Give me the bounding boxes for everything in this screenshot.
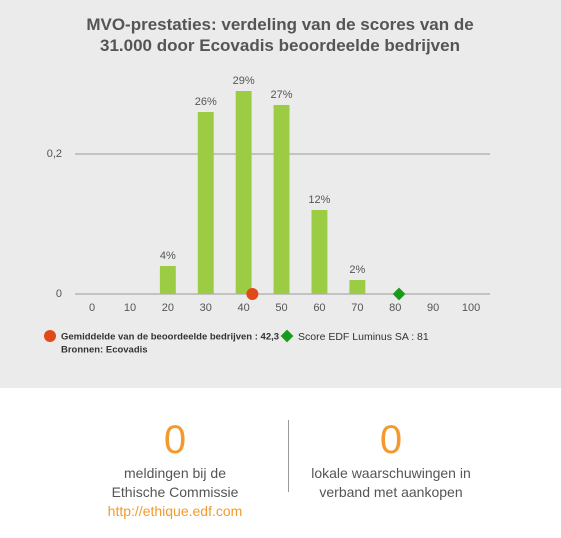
- x-tick-label: 50: [275, 302, 287, 314]
- value-label: 4%: [160, 250, 176, 262]
- stat-label: lokale waarschuwingen in verband met aan…: [311, 465, 471, 500]
- stat-value: 0: [379, 418, 403, 462]
- value-label: 27%: [271, 89, 293, 101]
- value-label: 2%: [349, 264, 365, 276]
- stat-link[interactable]: http://ethique.edf.com: [107, 503, 243, 519]
- bar: [273, 105, 290, 294]
- bar: [197, 112, 214, 294]
- x-tick-label: 20: [162, 302, 174, 314]
- marker: [392, 287, 406, 301]
- chart-title: MVO-prestaties: verdeling van de scores …: [86, 15, 474, 55]
- bar: [235, 91, 252, 294]
- bar: [159, 266, 176, 294]
- bar: [349, 280, 366, 294]
- x-tick-label: 0: [89, 302, 95, 314]
- value-label: 29%: [233, 75, 255, 87]
- x-tick-label: 10: [124, 302, 136, 314]
- legend-marker: [280, 329, 294, 343]
- marker: [246, 288, 259, 300]
- stat: 0 meldingen bij de Ethische Commissie ht…: [60, 418, 290, 521]
- x-tick-label: 30: [200, 302, 212, 314]
- chart: 0 0,2 0 10 20 30 40 50 60 70 80 90 100 4% 26% 29% 27% 12%…: [44, 75, 490, 356]
- x-tick-label: 40: [238, 302, 250, 314]
- stat-value: 0: [163, 418, 187, 462]
- x-tick-label: 90: [427, 302, 439, 314]
- bar: [311, 210, 328, 294]
- x-tick-label: 60: [313, 302, 325, 314]
- divider: [288, 420, 289, 492]
- value-label: 12%: [308, 194, 330, 206]
- source: Bronnen: Ecovadis: [61, 345, 148, 356]
- x-tick-label: 100: [462, 302, 480, 314]
- y-tick-label: 0,2: [47, 148, 62, 160]
- x-tick-label: 70: [351, 302, 363, 314]
- stat: 0 lokale waarschuwingen in verband met a…: [276, 418, 506, 502]
- legend-label: Gemiddelde van de beoordeelde bedrijven …: [61, 332, 279, 343]
- y-tick-label: 0: [56, 288, 62, 300]
- stat-label: meldingen bij de Ethische Commissie: [111, 465, 239, 500]
- value-label: 26%: [195, 96, 217, 108]
- x-tick-label: 80: [389, 302, 401, 314]
- legend-label: Score EDF Luminus SA : 81: [298, 331, 429, 343]
- legend-marker: [44, 330, 56, 342]
